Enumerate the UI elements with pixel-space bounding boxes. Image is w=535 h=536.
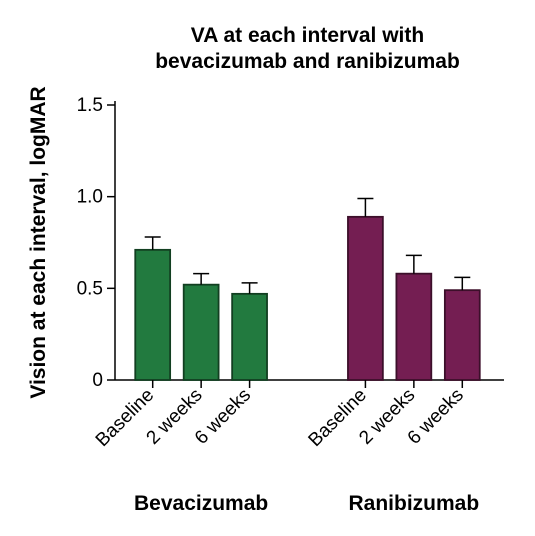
chart-svg: VA at each interval with bevacizumab and … — [0, 0, 535, 536]
bar — [184, 285, 219, 380]
bar — [396, 274, 431, 380]
x-tick-label: Baseline — [305, 385, 371, 451]
chart-container: VA at each interval with bevacizumab and … — [0, 0, 535, 536]
group-label: Bevacizumab — [134, 492, 268, 515]
bar — [135, 250, 170, 380]
bar — [445, 290, 480, 380]
x-tick-label: Baseline — [92, 385, 158, 451]
y-tick-label: 0.5 — [77, 278, 103, 299]
chart-title-line1: VA at each interval with — [191, 24, 424, 47]
y-tick-label: 0 — [92, 370, 103, 391]
chart-title-line2: bevacizumab and ranibizumab — [155, 50, 460, 73]
y-tick-label: 1.0 — [77, 187, 103, 208]
y-tick-label: 1.5 — [77, 95, 103, 116]
bar — [232, 294, 267, 380]
group-label: Ranibizumab — [349, 492, 480, 515]
y-axis-label: Vision at each interval, logMAR — [27, 86, 50, 398]
bar — [348, 217, 383, 380]
